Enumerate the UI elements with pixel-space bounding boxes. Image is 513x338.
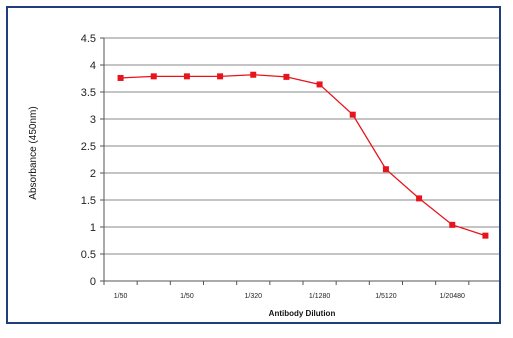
x-tick-label: 1/50 (114, 293, 128, 300)
y-tick-label: 2 (90, 168, 96, 180)
y-tick-label: 0 (90, 276, 96, 288)
data-point (250, 71, 257, 78)
data-point (283, 73, 290, 80)
data-point (449, 221, 456, 228)
y-tick-label: 3.5 (81, 87, 96, 99)
y-tick-label: 1 (90, 222, 96, 234)
chart-frame: 0 0.5 1 1.5 2 2.5 3 3.5 4 4.5 1/50 1/50 1/320 1/1280… (6, 6, 501, 324)
y-tick-label: 4.5 (81, 33, 96, 45)
y-axis-title: Absorbance (450nm) (28, 106, 39, 199)
x-tick-label: 1/320 (244, 293, 262, 300)
y-tick-label: 0.5 (81, 249, 96, 261)
data-point (482, 232, 489, 239)
data-point (316, 81, 323, 88)
x-tick-label: 1/20480 (440, 293, 465, 300)
data-point (150, 73, 157, 80)
y-tick-labels: 0 0.5 1 1.5 2 2.5 3 3.5 4 4.5 (81, 33, 96, 288)
x-tick-label: 1/1280 (309, 293, 331, 300)
data-point (117, 74, 124, 81)
y-tick-label: 3 (90, 114, 96, 126)
y-tick-label: 2.5 (81, 141, 96, 153)
y-tick-label: 4 (90, 60, 96, 72)
data-point (217, 73, 224, 80)
y-tick-label: 1.5 (81, 195, 96, 207)
grid-lines (104, 37, 499, 255)
line-chart: 0 0.5 1 1.5 2 2.5 3 3.5 4 4.5 1/50 1/50 1/320 1/1280… (28, 33, 499, 318)
series-line (120, 74, 486, 237)
data-point (382, 166, 389, 173)
data-point (183, 73, 190, 80)
x-tick-label: 1/50 (180, 293, 194, 300)
data-point (349, 111, 356, 118)
axes (100, 37, 499, 285)
data-point (416, 195, 423, 202)
x-tick-label: 1/5120 (375, 293, 397, 300)
x-tick-labels: 1/50 1/50 1/320 1/1280 1/5120 1/20480 (114, 293, 465, 300)
x-axis-title: Antibody Dilution (269, 309, 336, 318)
series-layer (117, 71, 489, 239)
